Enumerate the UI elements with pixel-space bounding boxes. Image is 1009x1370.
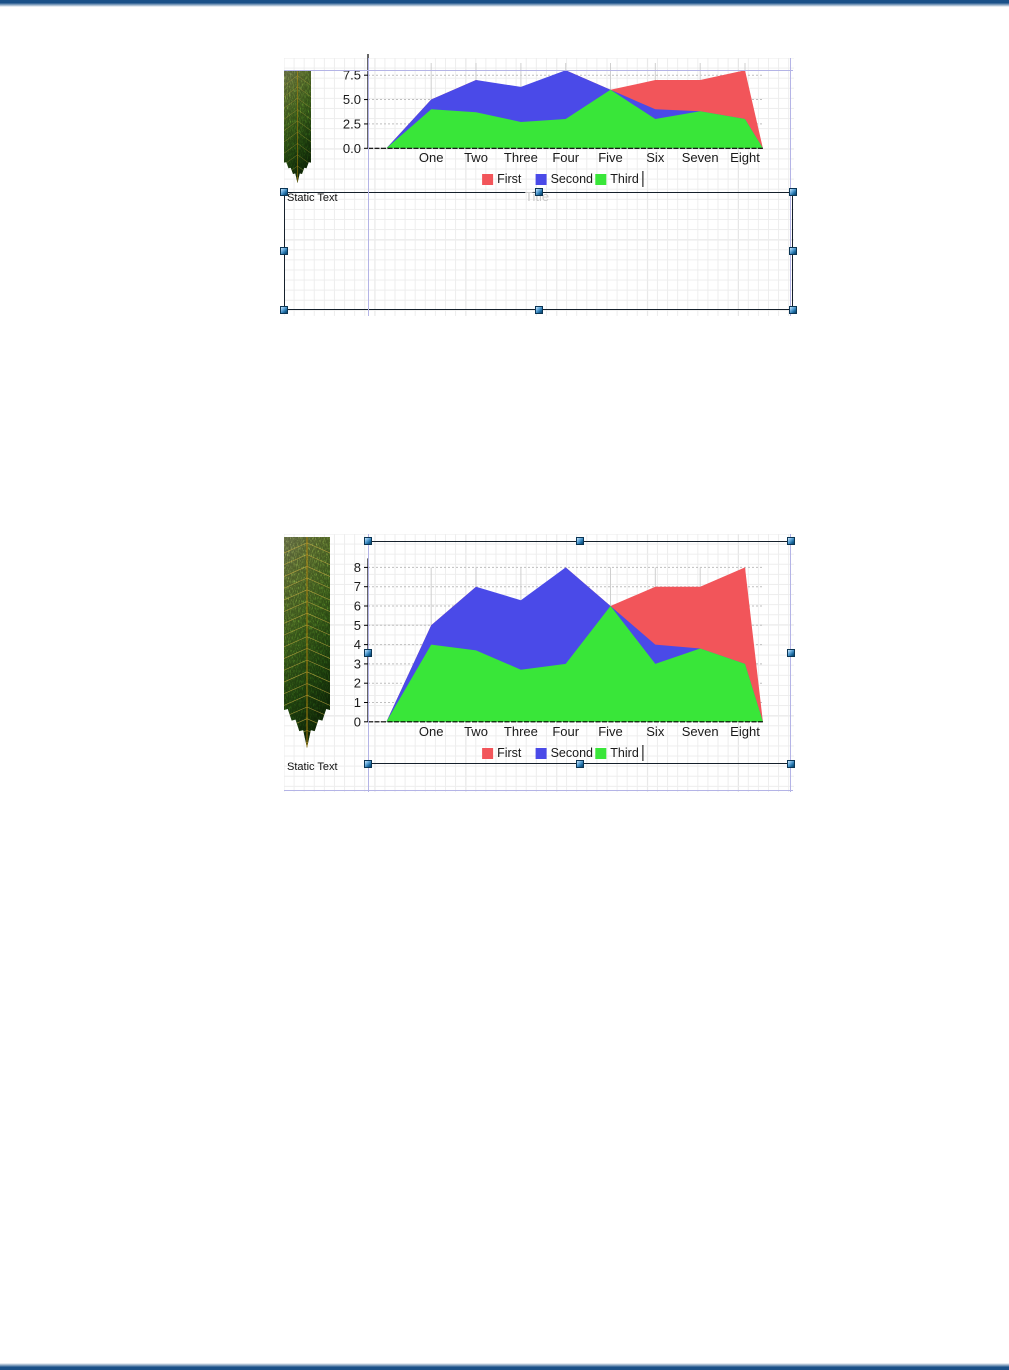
svg-text:Seven: Seven	[682, 150, 719, 165]
svg-text:7: 7	[354, 579, 361, 594]
svg-text:Third: Third	[610, 172, 639, 186]
svg-text:Second: Second	[551, 172, 593, 186]
svg-text:8: 8	[354, 560, 361, 575]
svg-text:3: 3	[354, 656, 361, 671]
svg-text:0.0: 0.0	[343, 141, 361, 156]
svg-text:5: 5	[354, 618, 361, 633]
svg-text:One: One	[419, 150, 444, 165]
svg-text:Two: Two	[464, 150, 488, 165]
svg-text:1: 1	[354, 695, 361, 710]
svg-text:Four: Four	[552, 150, 579, 165]
svg-text:6: 6	[354, 599, 361, 614]
svg-text:Five: Five	[598, 150, 623, 165]
svg-text:First: First	[497, 172, 522, 186]
svg-text:0: 0	[354, 714, 361, 729]
svg-text:2.5: 2.5	[343, 116, 361, 131]
svg-text:Six: Six	[646, 150, 665, 165]
svg-text:5.0: 5.0	[343, 92, 361, 107]
svg-text:Three: Three	[504, 150, 538, 165]
svg-text:2: 2	[354, 676, 361, 691]
svg-text:Eight: Eight	[730, 150, 760, 165]
svg-text:4: 4	[354, 637, 361, 652]
